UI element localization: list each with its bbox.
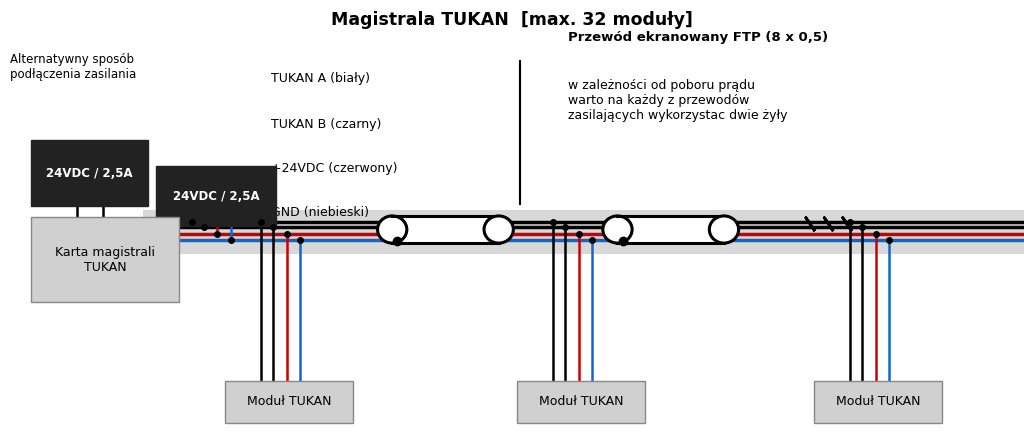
Text: +24VDC (czerwony): +24VDC (czerwony) [271, 162, 398, 175]
Text: Alternatywny sposób
podłączenia zasilania: Alternatywny sposób podłączenia zasilani… [10, 53, 136, 81]
Text: Moduł TUKAN: Moduł TUKAN [836, 396, 921, 408]
Ellipse shape [710, 216, 738, 243]
Bar [143, 210, 1024, 254]
Text: TUKAN A (biały): TUKAN A (biały) [271, 72, 371, 85]
FancyBboxPatch shape [225, 381, 353, 423]
FancyBboxPatch shape [517, 381, 645, 423]
Text: Moduł TUKAN: Moduł TUKAN [247, 396, 332, 408]
Text: Karta magistrali
TUKAN: Karta magistrali TUKAN [55, 246, 155, 273]
Bar [617, 216, 724, 243]
Bar [392, 216, 499, 243]
Ellipse shape [484, 216, 513, 243]
Text: GND (niebieski): GND (niebieski) [271, 206, 370, 219]
FancyBboxPatch shape [31, 217, 179, 302]
Text: Moduł TUKAN: Moduł TUKAN [539, 396, 624, 408]
FancyBboxPatch shape [156, 166, 276, 226]
Text: 24VDC / 2,5A: 24VDC / 2,5A [46, 166, 133, 180]
FancyBboxPatch shape [814, 381, 942, 423]
Ellipse shape [603, 216, 632, 243]
FancyBboxPatch shape [31, 140, 148, 206]
Ellipse shape [378, 216, 407, 243]
Text: Przewód ekranowany FTP (8 x 0,5): Przewód ekranowany FTP (8 x 0,5) [568, 31, 828, 44]
Text: TUKAN B (czarny): TUKAN B (czarny) [271, 118, 382, 131]
Text: w zależności od poboru prądu
warto na każdy z przewodów
zasilających wykorzystac: w zależności od poboru prądu warto na ka… [568, 79, 787, 122]
Text: 24VDC / 2,5A: 24VDC / 2,5A [173, 190, 259, 202]
Text: Magistrala TUKAN  [max. 32 moduły]: Magistrala TUKAN [max. 32 moduły] [331, 11, 693, 29]
